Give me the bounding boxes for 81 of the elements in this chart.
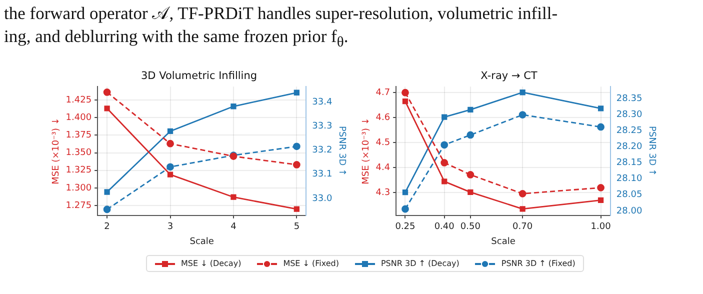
point: [598, 106, 604, 112]
y2-tick-label: 33.4: [312, 97, 332, 108]
y-tick-label: 1.425: [66, 95, 92, 106]
point: [597, 184, 604, 192]
point: [294, 206, 300, 212]
point: [230, 104, 236, 110]
point: [294, 90, 300, 96]
x-axis-title: Scale: [190, 236, 214, 247]
point: [402, 98, 408, 104]
y2-tick-label: 28.25: [616, 126, 642, 136]
point: [468, 189, 474, 196]
point: [167, 172, 174, 178]
legend-label: PSNR 3D ↑ (Decay): [380, 259, 460, 268]
y2-tick-label: 28.05: [616, 190, 642, 200]
point: [440, 159, 448, 166]
legend-label: PSNR 3D ↑ (Fixed): [501, 259, 576, 268]
point: [520, 206, 526, 212]
chart-title: X-ray → CT: [480, 70, 538, 82]
point: [518, 111, 526, 118]
point: [103, 88, 111, 96]
x-tick-label: 0.50: [460, 222, 481, 232]
y-tick-label: 4.6: [376, 112, 390, 123]
point: [520, 90, 526, 96]
point: [466, 171, 474, 178]
x-axis-title: Scale: [491, 236, 516, 247]
x-tick-label: 4: [230, 222, 237, 232]
y-tick-label: 1.400: [66, 112, 92, 123]
point: [104, 106, 110, 112]
point: [292, 161, 300, 168]
x-tick-label: 0.70: [512, 222, 533, 232]
point: [166, 140, 174, 148]
y2-tick-label: 28.20: [616, 142, 642, 152]
point: [402, 190, 408, 196]
point: [598, 197, 604, 203]
y2-tick-label: 28.30: [616, 110, 642, 120]
text: the forward operator 𝒜, TF-PRDiT handles super-resolution, volumetric infill- ing, and deblurring with the same frozen prior f$_{θ}$.: [4, 2, 558, 52]
point: [402, 88, 409, 96]
x-tick-label: 5: [294, 222, 300, 232]
point: [597, 123, 604, 131]
point: [468, 106, 474, 112]
y2-tick-label: 33.0: [312, 194, 332, 204]
y2-axis-title: PSNR 3D ↑: [336, 126, 346, 176]
x-tick-label: 2: [104, 222, 110, 232]
y2-tick-label: 28.15: [616, 158, 642, 168]
y2-axis-title: PSNR 3D ↑: [646, 126, 656, 176]
x-tick-label: 0.40: [434, 222, 455, 232]
y2-tick-label: 33.1: [312, 170, 332, 180]
y-axis-title: MSE (×10⁻³) ↓: [52, 118, 62, 184]
legend-label: MSE ↓ (Decay): [181, 259, 242, 268]
point: [402, 205, 409, 213]
x-tick-label: 3: [167, 222, 174, 232]
chart-title: 3D Volumetric Infilling: [140, 70, 258, 82]
x-tick-label: 1.00: [590, 222, 612, 232]
y-tick-label: 1.300: [66, 183, 92, 194]
point: [442, 114, 448, 120]
y-tick-label: 1.375: [66, 130, 92, 141]
y2-tick-label: 28.35: [616, 94, 642, 104]
y-tick-label: 1.325: [66, 166, 92, 176]
y2-tick-label: 28.10: [616, 174, 642, 184]
point: [104, 189, 110, 195]
point: [440, 141, 448, 149]
y2-tick-label: 33.2: [312, 146, 332, 156]
y-tick-label: 1.350: [66, 148, 92, 158]
y-tick-label: 4.3: [376, 188, 390, 198]
point: [466, 131, 474, 139]
y2-tick-label: 28.00: [616, 206, 642, 216]
point: [167, 128, 174, 134]
x-tick-label: 0.25: [395, 222, 416, 232]
y-axis-title: MSE (×10⁻³) ↓: [362, 118, 372, 184]
point: [518, 190, 526, 198]
y-tick-label: 4.5: [376, 138, 390, 148]
y-tick-label: 1.275: [66, 200, 92, 211]
y-tick-label: 4.4: [376, 162, 390, 173]
point: [230, 194, 236, 200]
point: [166, 163, 174, 171]
point: [442, 178, 448, 184]
y2-tick-label: 33.3: [312, 122, 332, 132]
y-tick-label: 4.7: [376, 88, 390, 98]
point: [292, 142, 300, 150]
legend-label: MSE ↓ (Fixed): [283, 259, 339, 268]
point: [103, 206, 111, 214]
